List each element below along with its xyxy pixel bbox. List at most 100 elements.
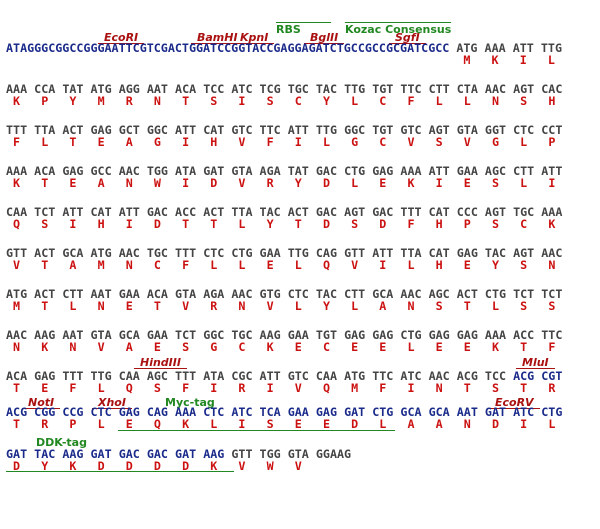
codon: TAC xyxy=(34,447,56,461)
codon: AAC xyxy=(484,82,507,96)
codon: AAA xyxy=(175,405,197,419)
amino-line: K T E A N W I D V R Y D L E K I E S L I xyxy=(6,177,555,189)
codon: CAT xyxy=(428,246,450,260)
amino-acid: T xyxy=(13,417,21,431)
amino-acid: M xyxy=(351,381,359,395)
amino-acid: V xyxy=(13,258,21,272)
amino-acid: R xyxy=(238,381,246,395)
amino-acid: I xyxy=(435,176,443,190)
codon: TCT xyxy=(513,287,535,301)
amino-acid: L xyxy=(238,217,246,231)
amino-acid: L xyxy=(407,258,415,272)
codon: AGC xyxy=(484,164,507,178)
amino-acid: I xyxy=(407,381,415,395)
codon-line: GTT ACT GCA ATG AAC TGC TTT CTC CTG GAA … xyxy=(6,247,562,259)
codon: ATG xyxy=(456,41,478,55)
amino-acid: T xyxy=(41,176,49,190)
amino-acid: R xyxy=(41,417,49,431)
amino-acid: K xyxy=(548,217,556,231)
codon: CTG xyxy=(231,246,253,260)
amino-acid: M xyxy=(97,258,105,272)
codon: GAG xyxy=(456,328,478,342)
kozac-label: Kozac Consensus xyxy=(345,22,452,36)
amino-acid: L xyxy=(97,417,105,431)
amino-acid: F xyxy=(182,258,190,272)
amino-acid: K xyxy=(210,459,218,473)
codon: TGT xyxy=(372,123,394,137)
amino-acid: V xyxy=(266,299,274,313)
amino-line: V T A M N C F L L E L Q V I L H E Y S N xyxy=(6,259,555,271)
codon: AAA xyxy=(6,82,28,96)
amino-acid: K xyxy=(491,340,500,354)
codon: TTT xyxy=(6,123,28,137)
codon: AGT xyxy=(344,205,366,219)
amino-acid: K xyxy=(266,340,274,354)
amino-acid: C xyxy=(520,217,528,231)
codon: GTA xyxy=(90,328,112,342)
codon: TCG xyxy=(259,82,281,96)
codon: CTA xyxy=(456,82,478,96)
codon: ATG xyxy=(344,369,366,383)
amino-acid: V xyxy=(294,459,302,473)
amino-line: M K I L xyxy=(6,54,555,66)
codon: TGG xyxy=(146,164,168,178)
codon: GTC xyxy=(400,123,422,137)
codon: ATC xyxy=(400,369,422,383)
codon: TTT xyxy=(175,369,197,383)
codon: GCA xyxy=(400,405,422,419)
codon: TCA xyxy=(259,405,281,419)
codon: GCA xyxy=(62,246,84,260)
codon: ACA xyxy=(146,287,168,301)
amino-acid: T xyxy=(520,340,528,354)
amino-acid: S xyxy=(435,299,443,313)
codon: CCC xyxy=(456,205,478,219)
amino-acid: Y xyxy=(69,94,77,108)
codon: TCT xyxy=(175,328,197,342)
amino-acid: F xyxy=(407,94,415,108)
amino-acid: N xyxy=(491,94,500,108)
codon: AAG xyxy=(62,447,84,461)
codon: ATG xyxy=(90,82,112,96)
codon: AAC xyxy=(118,246,140,260)
codon: GGAAG xyxy=(315,447,352,461)
amino-acid: E xyxy=(294,417,302,431)
rbs-label: RBS xyxy=(276,22,331,35)
codon: AAG xyxy=(34,328,56,342)
amino-acid: T xyxy=(153,299,161,313)
codon: GTC xyxy=(287,369,309,383)
amino-acid: N xyxy=(13,340,21,354)
amino-acid: L xyxy=(238,258,246,272)
site-label: HindIII xyxy=(134,357,187,369)
codon: TGC xyxy=(287,82,309,96)
amino-acid: S xyxy=(520,299,528,313)
codon: ATT xyxy=(287,123,309,137)
site-label: EcoRV xyxy=(489,397,540,409)
amino-acid: E xyxy=(322,417,330,431)
codon: ACT xyxy=(456,287,478,301)
amino-acid: F xyxy=(407,217,415,231)
amino-acid: D xyxy=(97,459,105,473)
codon: AAG xyxy=(203,447,225,461)
amino-acid: V xyxy=(182,299,190,313)
amino-acid: A xyxy=(125,340,133,354)
amino-acid: C xyxy=(294,94,302,108)
amino-acid: E xyxy=(435,340,443,354)
amino-acid: N xyxy=(548,258,556,272)
amino-acid: S xyxy=(41,217,49,231)
amino-acid: S xyxy=(520,94,528,108)
amino-acid: D xyxy=(351,417,359,431)
codon: GAC xyxy=(146,447,168,461)
amino-acid: V xyxy=(351,258,359,272)
codon: GAT xyxy=(6,447,28,461)
codon: CCA xyxy=(34,82,56,96)
amino-acid: C xyxy=(379,94,387,108)
amino-acid: I xyxy=(238,94,246,108)
ddk-underline xyxy=(6,471,234,472)
amino-acid: A xyxy=(435,417,443,431)
codon: GAT xyxy=(203,164,225,178)
codon: ACG xyxy=(513,369,535,383)
amino-acid: Y xyxy=(491,258,500,272)
codon: GGC xyxy=(146,123,168,137)
codon-line: CAA TCT ATT CAT ATT GAC ACC ACT TTA TAC … xyxy=(6,206,562,218)
codon: GGT xyxy=(484,123,507,137)
